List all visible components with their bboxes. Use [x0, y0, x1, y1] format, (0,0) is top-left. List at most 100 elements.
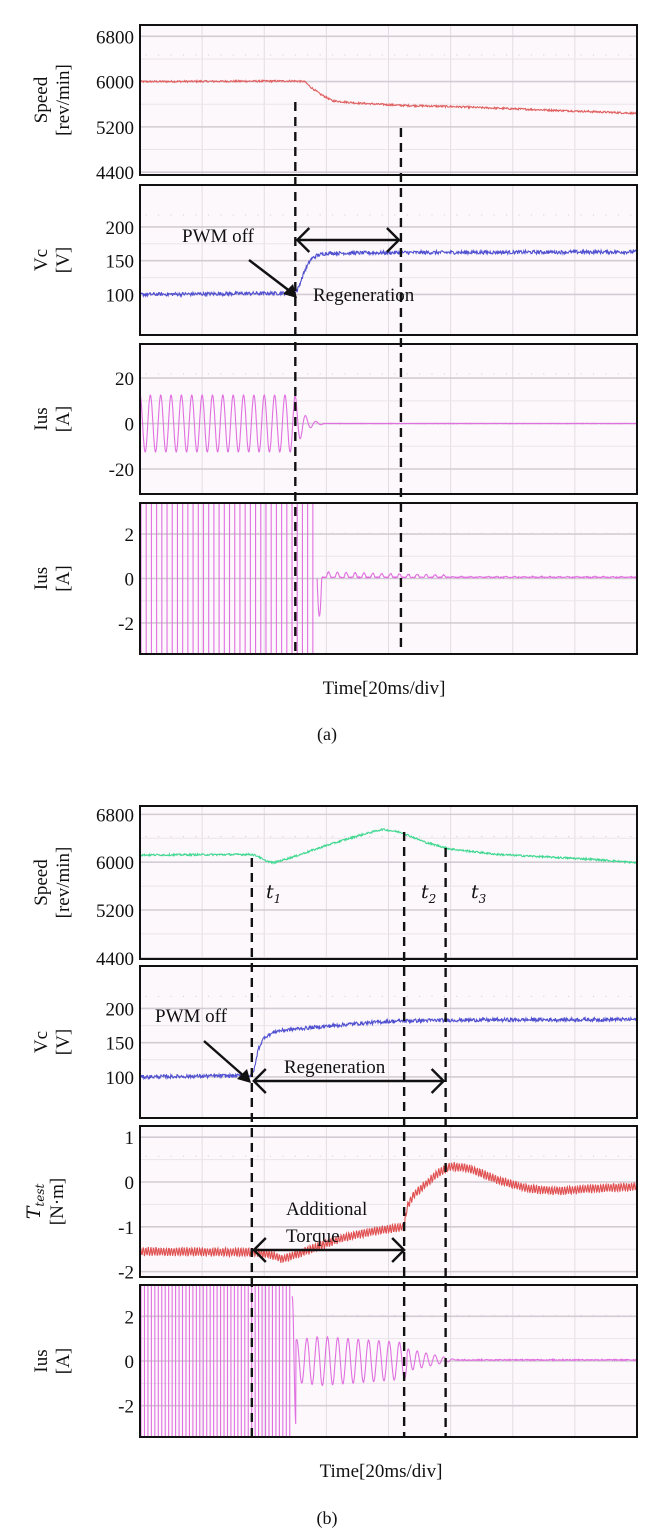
grid-dot — [307, 373, 309, 375]
grid-dot — [356, 1155, 359, 1157]
grid-dot — [406, 214, 408, 216]
y-axis-unit: [A] — [53, 406, 74, 432]
grid-dot — [518, 995, 520, 998]
grid-dot — [269, 373, 272, 375]
grid-dot — [269, 214, 272, 216]
panel-a-ius-wide: 20 0 -20 Ius [A] — [31, 343, 638, 495]
grid-dot — [257, 373, 259, 375]
grid-dot — [170, 995, 172, 998]
y-tick-label: 150 — [106, 1034, 135, 1055]
grid-dot — [580, 373, 582, 375]
grid-dot — [294, 1314, 296, 1316]
grid-dot — [592, 995, 595, 998]
y-axis-unit: [rev/min] — [53, 847, 74, 919]
grid-dot — [257, 1155, 259, 1157]
grid-dot — [381, 1155, 383, 1157]
plot-frame — [139, 502, 638, 655]
grid-dot — [580, 214, 582, 216]
grid-dot — [456, 836, 458, 838]
grid-dot — [282, 836, 284, 838]
grid-dot — [443, 836, 446, 838]
plot-frame — [139, 805, 638, 960]
grid-dot — [220, 373, 222, 375]
caption-a: (a) — [317, 724, 337, 745]
grid-dot — [158, 532, 160, 534]
grid-dot — [518, 373, 520, 375]
grid-dot — [592, 1314, 595, 1316]
grid-dot — [468, 836, 470, 838]
grid-dot — [605, 995, 607, 998]
grid-dot — [220, 1155, 222, 1157]
grid-dot — [182, 836, 185, 838]
grid-dot — [207, 836, 209, 838]
y-tick-label: 4400 — [96, 163, 134, 184]
grid-dot — [431, 54, 433, 56]
grid-dot — [182, 373, 185, 375]
grid-dot — [307, 995, 309, 998]
grid-dot — [331, 373, 334, 375]
y-tick-label: 100 — [106, 285, 135, 306]
grid-dot — [195, 532, 197, 534]
grid-dot — [568, 1155, 570, 1157]
series-line-ius — [140, 393, 637, 453]
grid-dot — [443, 532, 446, 534]
grid-dot — [381, 1314, 383, 1316]
grid-dot — [257, 214, 259, 216]
grid-dot — [282, 54, 284, 56]
grid-dot — [530, 214, 532, 216]
grid-dot — [257, 54, 259, 56]
y-axis-label: Speed — [31, 859, 52, 906]
grid-dot — [456, 532, 458, 534]
grid-dot — [182, 214, 185, 216]
grid-dot — [245, 54, 247, 56]
grid-dot — [158, 214, 160, 216]
grid-dot — [282, 532, 284, 534]
y-tick-label: -2 — [118, 1397, 134, 1418]
plot-frame — [139, 184, 638, 336]
y-axis-label: Ius — [31, 1349, 52, 1372]
grid-dot — [207, 373, 209, 375]
grid-dot — [381, 214, 383, 216]
grid-dot — [418, 54, 421, 56]
grid-dot — [443, 54, 446, 56]
grid-dot — [294, 995, 296, 998]
plot-frame — [139, 1284, 638, 1438]
grid-dot — [331, 54, 334, 56]
grid-dot — [269, 1155, 272, 1157]
grid-dot — [605, 54, 607, 56]
grid-dot — [344, 214, 346, 216]
grid-dot — [207, 214, 209, 216]
y-tick-label: 5200 — [96, 118, 134, 139]
grid-dot — [592, 836, 595, 838]
grid-dot — [456, 1314, 458, 1316]
grid-dot — [406, 532, 408, 534]
grid-dot — [543, 373, 545, 375]
grid-dot — [344, 1155, 346, 1157]
grid-dot — [170, 373, 172, 375]
span-additional-torque-head-right — [391, 1237, 406, 1263]
grid-dot — [493, 214, 495, 216]
grid-dot — [394, 214, 396, 216]
y-tick-label: 20 — [115, 369, 134, 390]
grid-dot — [232, 532, 234, 534]
grid-dot — [443, 214, 446, 216]
grid-dot — [145, 54, 147, 56]
grid-dot — [182, 54, 185, 56]
y-tick-label: 200 — [106, 999, 135, 1020]
grid-dot — [145, 836, 147, 838]
grid-dot — [344, 54, 346, 56]
grid-dot — [418, 836, 421, 838]
annotation-regeneration-b: Regeneration — [284, 1057, 386, 1078]
grid-dot — [207, 995, 209, 998]
y-tick-label: 6000 — [96, 853, 134, 874]
grid-dot — [269, 836, 272, 838]
grid-dot — [145, 995, 147, 998]
plot-frame — [139, 343, 638, 495]
y-tick-label: 200 — [106, 218, 135, 239]
grid-dot — [543, 1155, 545, 1157]
grid-dot — [245, 995, 247, 998]
grid-dot — [543, 532, 545, 534]
grid-dot — [617, 373, 619, 375]
grid-dot — [232, 1155, 234, 1157]
series-line-speed — [140, 79, 637, 115]
